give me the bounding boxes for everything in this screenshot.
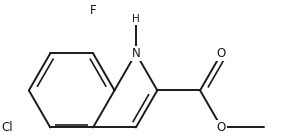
- Text: Cl: Cl: [2, 121, 13, 134]
- Text: H: H: [132, 14, 140, 24]
- Text: N: N: [132, 47, 140, 60]
- Text: O: O: [217, 47, 226, 60]
- Text: O: O: [217, 121, 226, 134]
- Text: F: F: [90, 4, 97, 17]
